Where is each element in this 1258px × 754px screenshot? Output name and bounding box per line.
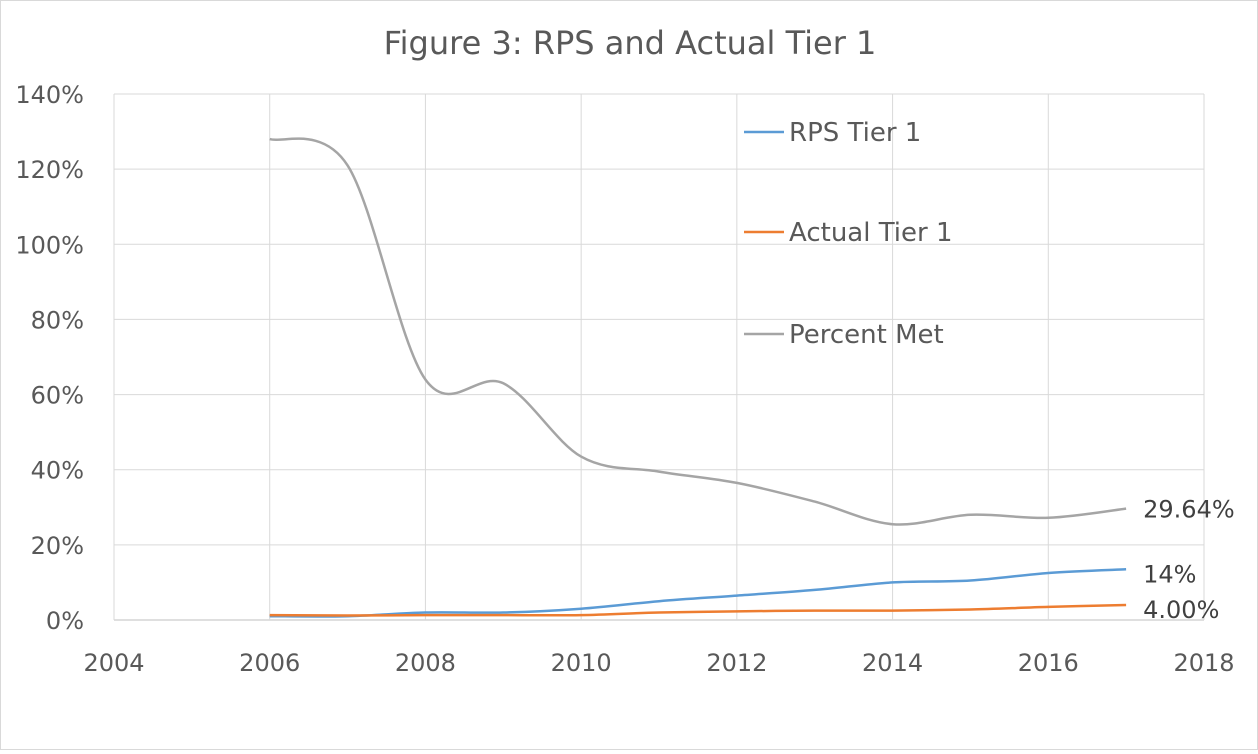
y-tick-label: 20% [31,532,84,560]
x-tick-label: 2006 [239,649,300,677]
y-tick-label: 0% [46,607,84,635]
actual-tier-1-legend-label: Actual Tier 1 [789,218,953,248]
percent-met-end-label: 29.64% [1143,496,1235,524]
series-lines [269,137,1127,618]
x-tick-label: 2008 [395,649,456,677]
rps-tier-1-legend-label: RPS Tier 1 [789,118,921,148]
y-tick-label: 140% [15,81,84,109]
percent-met-legend-label: Percent Met [789,320,944,350]
x-tick-label: 2016 [1018,649,1079,677]
actual-tier-1-end-label: 4.00% [1143,596,1219,624]
rps-tier-1-line [269,568,1127,618]
chart-title: Figure 3: RPS and Actual Tier 1 [384,24,877,62]
legend: RPS Tier 1 Actual Tier 1 Percent Met [744,118,953,350]
y-tick-label: 120% [15,156,84,184]
y-tick-label: 100% [15,231,84,259]
y-tick-label: 80% [31,306,84,334]
actual-tier-1-line [269,603,1127,617]
x-tick-label: 2018 [1173,649,1234,677]
x-tick-label: 2010 [551,649,612,677]
x-tick-label: 2012 [706,649,767,677]
x-tick-label: 2014 [862,649,923,677]
x-axis-ticks: 2004 2006 2008 2010 2012 2014 2016 2018 [83,649,1234,677]
percent-met-line [269,137,1127,526]
y-tick-label: 60% [31,382,84,410]
data-labels: 14% 4.00% 29.64% [1143,496,1235,624]
y-axis-ticks: 0% 20% 40% 60% 80% 100% 120% 140% [15,81,84,635]
gridlines [113,93,1205,621]
y-tick-label: 40% [31,457,84,485]
x-tick-label: 2004 [83,649,144,677]
rps-tier-1-end-label: 14% [1143,560,1196,588]
